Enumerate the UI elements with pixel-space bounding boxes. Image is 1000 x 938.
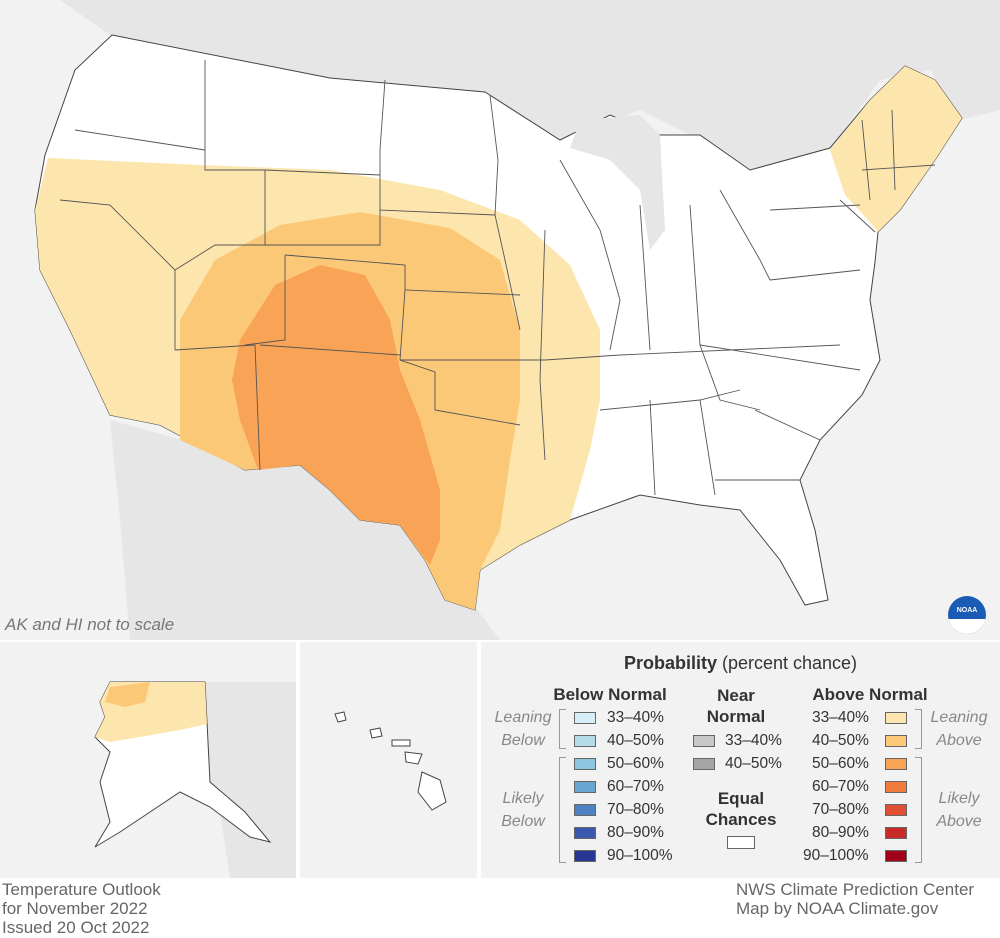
swatch-above-90-100	[885, 850, 907, 862]
label-above-33-40: 33–40%	[812, 709, 869, 726]
leaning-below-bracket	[559, 709, 566, 749]
swatch-below-60-70	[574, 781, 596, 793]
state-lines	[59, 60, 936, 496]
hawaii-island-big	[417, 771, 447, 811]
likely-below-bracket	[559, 757, 566, 863]
label-above-40-50: 40–50%	[812, 732, 869, 749]
swatch-above-60-70	[885, 781, 907, 793]
leaning-below-label: Leaning Below	[494, 709, 552, 749]
issue-date: Issued 20 Oct 2022	[2, 918, 150, 937]
swatch-near-33-40	[693, 735, 715, 747]
hawaii-map-svg	[334, 711, 447, 811]
canada-land	[60, 0, 1000, 190]
conus-map-svg	[34, 0, 1000, 640]
legend-panel: Probability (percent chance) Below Norma…	[481, 642, 1000, 878]
swatch-below-70-80	[574, 804, 596, 816]
label-below-50-60: 50–60%	[607, 755, 664, 772]
likely-above-bracket	[915, 757, 922, 863]
near-normal-heading: Near Normal	[706, 686, 766, 726]
label-below-80-90: 80–90%	[607, 824, 664, 841]
swatch-above-70-80	[885, 804, 907, 816]
credit-cpc: NWS Climate Prediction Center	[736, 880, 975, 899]
alaska-above-40-50	[105, 682, 150, 707]
swatch-below-50-60	[574, 758, 596, 770]
label-near-33-40: 33–40%	[725, 732, 782, 749]
label-above-50-60: 50–60%	[812, 755, 869, 772]
hawaii-island-maui	[404, 751, 423, 765]
leaning-above-bracket	[915, 709, 922, 749]
footer-right: NWS Climate Prediction Center Map by NOA…	[736, 880, 974, 918]
swatch-above-40-50	[885, 735, 907, 747]
hawaii-island-oahu	[369, 727, 383, 739]
label-above-70-80: 70–80%	[812, 801, 869, 818]
alaska-map-svg	[94, 681, 296, 878]
label-near-40-50: 40–50%	[725, 755, 782, 772]
above-normal-heading: Above Normal	[812, 685, 928, 704]
likely-below-label: Likely Below	[501, 790, 545, 830]
swatch-above-50-60	[885, 758, 907, 770]
label-below-90-100: 90–100%	[607, 847, 673, 864]
below-normal-heading: Below Normal	[553, 685, 667, 704]
credit-climate-gov: Map by NOAA Climate.gov	[736, 899, 939, 918]
outlook-title: Temperature Outlook	[2, 880, 161, 899]
swatch-below-40-50	[574, 735, 596, 747]
label-below-40-50: 40–50%	[607, 732, 664, 749]
label-below-70-80: 70–80%	[607, 801, 664, 818]
noaa-logo-wave	[948, 619, 986, 634]
likely-above-label: Likely Above	[936, 790, 982, 830]
leaning-above-label: Leaning Above	[930, 709, 988, 749]
equal-chances-heading: Equal Chances	[705, 789, 777, 829]
noaa-logo-text: NOAA	[956, 607, 978, 614]
hawaii-panel	[300, 642, 477, 878]
footer-left: Temperature Outlook for November 2022 Is…	[2, 880, 161, 937]
swatch-below-90-100	[574, 850, 596, 862]
canada-land-ak	[205, 682, 296, 878]
swatch-above-33-40	[885, 712, 907, 724]
conus-map: AK and HI not to scale NOAA	[0, 0, 1000, 640]
mexico-land	[110, 420, 500, 640]
swatch-above-80-90	[885, 827, 907, 839]
label-below-33-40: 33–40%	[607, 709, 664, 726]
swatch-near-40-50	[693, 758, 715, 770]
noaa-logo: NOAA	[948, 596, 986, 634]
hawaii-island-kauai	[334, 711, 347, 723]
label-above-90-100: 90–100%	[803, 847, 869, 864]
swatch-below-33-40	[574, 712, 596, 724]
label-above-80-90: 80–90%	[812, 824, 869, 841]
scale-note: AK and HI not to scale	[5, 615, 175, 634]
swatch-below-80-90	[574, 827, 596, 839]
above-33-40-northeast	[830, 66, 962, 232]
alaska-panel	[0, 642, 296, 878]
legend-title: Probability (percent chance)	[623, 653, 858, 673]
hawaii-island-molokai	[391, 739, 411, 747]
outlook-period: for November 2022	[2, 899, 148, 918]
label-above-60-70: 60–70%	[812, 778, 869, 795]
great-lakes	[570, 115, 665, 250]
label-below-60-70: 60–70%	[607, 778, 664, 795]
swatch-equal-chances	[727, 836, 755, 849]
